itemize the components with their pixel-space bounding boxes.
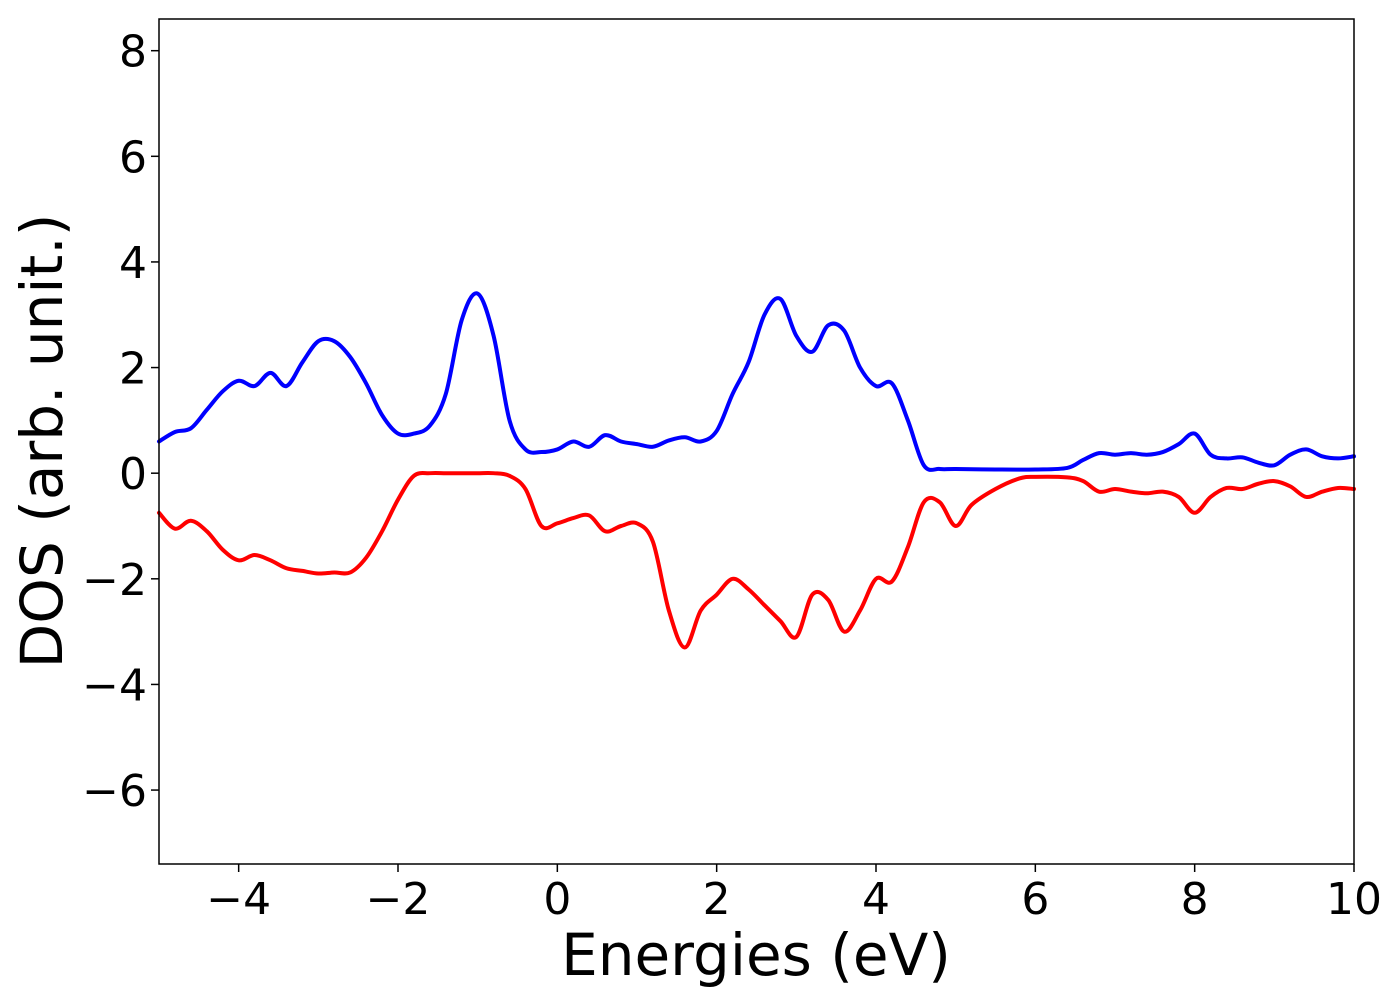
x-tick-label: 2 (703, 874, 731, 925)
y-tick-label: −4 (82, 660, 147, 711)
y-tick-label: −2 (82, 555, 147, 606)
y-tick-label: 6 (119, 132, 147, 183)
x-tick-label: 4 (862, 874, 890, 925)
plot-frame (158, 18, 1355, 865)
x-tick-label: −4 (206, 874, 271, 925)
y-tick-label: 2 (119, 344, 147, 395)
y-tick-label: 8 (119, 27, 147, 78)
x-tick-label: 10 (1326, 874, 1382, 925)
x-axis-ticks: −4 −2 0 2 4 6 8 10 (206, 864, 1382, 925)
y-tick-label: −6 (82, 766, 147, 817)
x-tick-label: 6 (1021, 874, 1049, 925)
y-axis-title: DOS (arb. unit.) (8, 214, 76, 669)
x-tick-label: 8 (1181, 874, 1209, 925)
y-tick-label: 0 (119, 449, 147, 500)
y-axis-ticks: −6 −4 −2 0 2 4 6 8 (82, 27, 159, 817)
x-tick-label: −2 (366, 874, 431, 925)
series-layer (157, 291, 1356, 650)
series-line-2 (157, 470, 1356, 650)
x-axis-title: Energies (eV) (561, 921, 951, 989)
plot-background (159, 19, 1354, 864)
x-tick-label: 0 (543, 874, 571, 925)
series-line-1 (157, 291, 1356, 472)
y-tick-label: 4 (119, 238, 147, 289)
